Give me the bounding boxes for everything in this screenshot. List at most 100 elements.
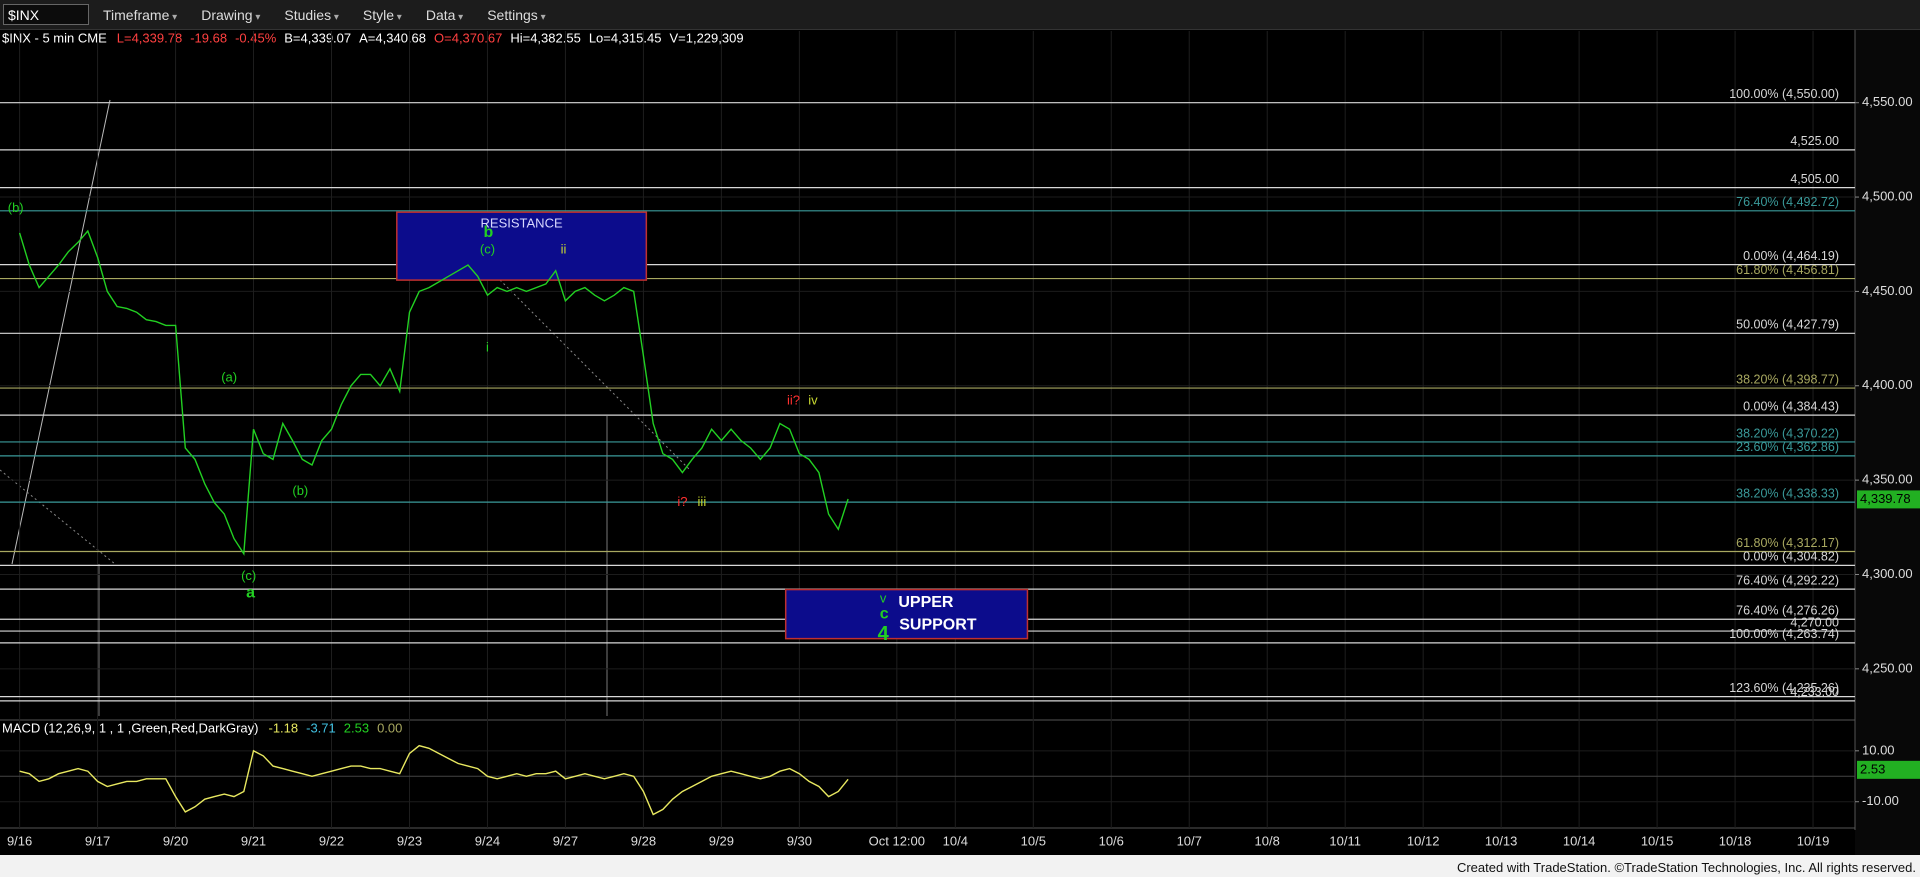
footer-bar <box>0 855 1920 877</box>
price-line <box>18 229 849 556</box>
fib-level-label: 0.00% (4,464.19) <box>1743 249 1839 263</box>
last-value-tag <box>1857 760 1920 779</box>
quote-value: Hi=4,382.55 <box>510 30 580 45</box>
fib-level-label: 38.20% (4,370.22) <box>1736 426 1839 440</box>
macd-panel: MACD (12,26,9, 1 , 1 ,Green,Red,DarkGray… <box>0 720 1920 816</box>
x-tick-label: 10/7 <box>1177 833 1202 848</box>
quote-value: 0.00 <box>377 720 402 735</box>
wave-label: (c) <box>241 568 256 583</box>
fib-level-label: 76.40% (4,492.72) <box>1736 195 1839 209</box>
fib-level-label: 76.40% (4,292.22) <box>1736 573 1839 587</box>
symbol-input[interactable]: $INX <box>3 4 89 25</box>
y-tick-label: 4,550.00 <box>1862 94 1913 109</box>
x-tick-label: 10/12 <box>1407 833 1440 848</box>
x-tick-label: 9/30 <box>787 833 812 848</box>
x-tick-label: 10/5 <box>1021 833 1046 848</box>
fib-level-label: 4,270.00 <box>1790 615 1839 629</box>
studies-button[interactable]: Studies <box>276 5 349 25</box>
data-button[interactable]: Data <box>418 5 473 25</box>
zone-label: SUPPORT <box>899 616 977 633</box>
last-value-label: 2.53 <box>1860 761 1885 776</box>
fib-level-label: 76.40% (4,276.26) <box>1736 604 1839 618</box>
x-tick-label: 10/13 <box>1485 833 1518 848</box>
quote-value: O=4,370.67 <box>434 30 502 45</box>
last-value-label: 4,339.78 <box>1860 491 1911 506</box>
timeframe-button[interactable]: Timeframe <box>95 5 187 25</box>
y-tick-label: 10.00 <box>1862 742 1895 757</box>
x-tick-label: 10/14 <box>1563 833 1596 848</box>
wave-label: 4 <box>878 623 890 645</box>
x-tick-label: 10/18 <box>1719 833 1752 848</box>
wave-label: (a) <box>221 370 237 385</box>
fib-level-label: 0.00% (4,304.82) <box>1743 550 1839 564</box>
macd-line <box>19 744 849 816</box>
zone-box <box>784 588 1029 640</box>
wave-label: ii? <box>787 392 800 407</box>
wave-label: i? <box>677 494 687 509</box>
wave-label: iii <box>698 494 707 509</box>
drawing-button[interactable]: Drawing <box>193 5 270 25</box>
quote-value: -0.45% <box>235 30 277 45</box>
wave-label: v <box>880 590 887 605</box>
style-button[interactable]: Style <box>355 5 412 25</box>
settings-button[interactable]: Settings <box>479 5 555 25</box>
zone-label: UPPER <box>898 594 954 611</box>
x-tick-label: 9/21 <box>241 833 266 848</box>
price-axis-bg <box>1855 30 1920 855</box>
fib-level-label: 38.20% (4,338.33) <box>1736 486 1839 500</box>
footer-text: Created with TradeStation. ©TradeStation… <box>1456 860 1916 875</box>
quote-value: L=4,339.78 <box>117 30 182 45</box>
y-tick-label: 4,500.00 <box>1862 188 1913 203</box>
x-tick-label: 9/24 <box>475 833 500 848</box>
x-tick-label: 10/8 <box>1255 833 1280 848</box>
x-tick-label: 10/6 <box>1099 833 1124 848</box>
wave-label: b <box>484 224 494 241</box>
y-tick-label: 4,300.00 <box>1862 566 1913 581</box>
quote-value: Lo=4,315.45 <box>589 30 662 45</box>
x-tick-label: 9/29 <box>709 833 734 848</box>
fib-level-label: 0.00% (4,384.43) <box>1743 399 1839 413</box>
x-tick-label: 9/20 <box>163 833 188 848</box>
x-tick-label: 9/16 <box>7 833 32 848</box>
fib-level-label: 4,525.00 <box>1790 134 1839 148</box>
quote-value: -1.18 <box>268 720 298 735</box>
chart-title: $INX - 5 min CME <box>2 30 107 45</box>
y-tick-label: 4,350.00 <box>1862 472 1913 487</box>
x-tick-label: 9/28 <box>631 833 656 848</box>
fib-level-label: 38.20% (4,398.77) <box>1736 372 1839 386</box>
wave-label: (c) <box>480 241 495 256</box>
wave-label: i <box>486 339 489 354</box>
fib-level-label: 23.60% (4,362.86) <box>1736 440 1839 454</box>
zone-label: RESISTANCE <box>481 216 563 231</box>
quote-value: 2.53 <box>344 720 369 735</box>
price-panel: $INX - 5 min CME L=4,339.78 -19.68 -0.45% B… <box>0 30 1920 848</box>
wave-label: (b) <box>292 483 308 498</box>
x-tick-label: 9/17 <box>85 833 110 848</box>
fib-level-label: 4,505.00 <box>1790 172 1839 186</box>
wave-label: (b) <box>8 200 24 215</box>
x-tick-label: 10/15 <box>1641 833 1674 848</box>
quote-value: B=4,339.07 <box>284 30 351 45</box>
quote-value: A=4,340.68 <box>359 30 426 45</box>
x-tick-label: 9/22 <box>319 833 344 848</box>
chart: $INX - 5 min CME L=4,339.78 -19.68 -0.45% B… <box>0 30 1920 855</box>
x-tick-label: 10/11 <box>1329 833 1361 848</box>
quote-value: -3.71 <box>306 720 336 735</box>
y-tick-label: 4,250.00 <box>1862 660 1913 675</box>
wave-label: iv <box>808 392 818 407</box>
wave-label: c <box>880 605 889 622</box>
quote-value: -19.68 <box>190 30 227 45</box>
fib-level-label: 100.00% (4,263.74) <box>1729 627 1839 641</box>
macd-title: MACD (12,26,9, 1 , 1 ,Green,Red,DarkGray… <box>2 720 258 735</box>
x-tick-label: 10/4 <box>943 833 968 848</box>
fib-level-label: 61.80% (4,456.81) <box>1736 263 1839 277</box>
wave-label: ii <box>561 241 567 256</box>
fib-level-label: 4,233.00 <box>1790 685 1839 699</box>
fib-level-label: 61.80% (4,312.17) <box>1736 536 1839 550</box>
fib-level-label: 100.00% (4,550.00) <box>1729 87 1839 101</box>
x-tick-label: Oct 12:00 <box>869 833 925 848</box>
y-tick-label: 4,450.00 <box>1862 283 1913 298</box>
quote-value: V=1,229,309 <box>669 30 743 45</box>
zone-box <box>396 211 648 281</box>
x-tick-label: 9/23 <box>397 833 422 848</box>
